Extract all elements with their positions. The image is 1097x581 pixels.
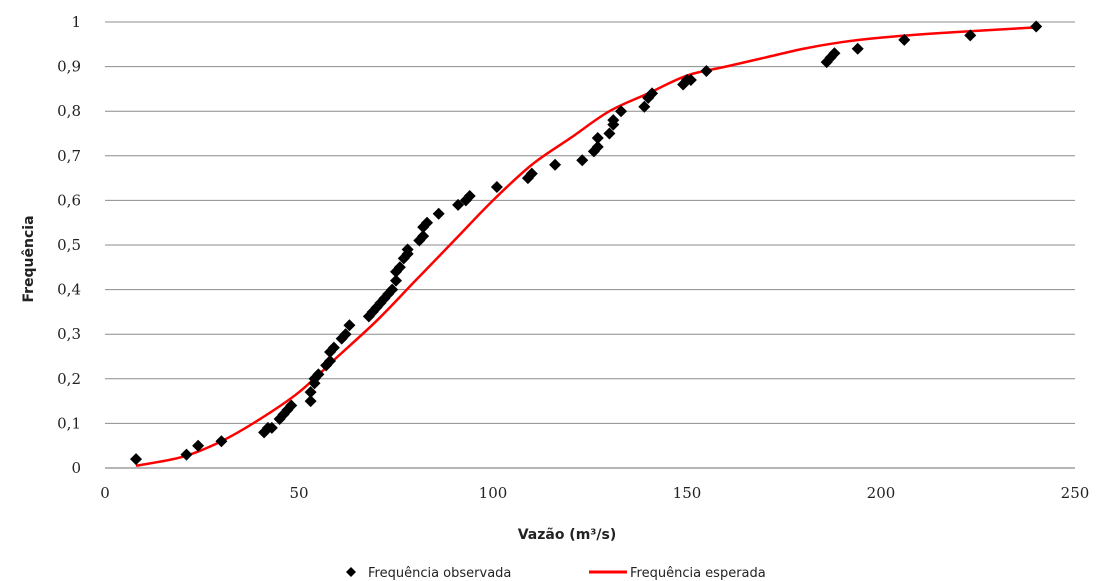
observed-point [638,100,651,113]
observed-point [386,283,399,296]
y-tick-label: 0,8 [57,102,81,120]
observed-point [327,341,340,354]
y-tick-label: 0,7 [57,147,81,165]
observed-point [684,73,697,86]
expected-frequency-line [135,26,1037,467]
observed-point [432,207,445,220]
observed-point [576,154,589,167]
observed-point [180,448,193,461]
observed-point [607,114,620,127]
x-axis-title: Vazão (m³/s) [518,527,617,543]
observed-point [591,131,604,144]
observed-point [851,42,864,55]
observed-point [463,189,476,202]
observed-point [393,261,406,274]
plot-series [130,20,1043,467]
x-tick-labels: 0 50 100 150 200 250 [100,484,1089,502]
legend-label-expected: Frequência esperada [630,566,766,581]
observed-point [285,399,298,412]
observed-point [1030,20,1043,33]
observed-point [828,47,841,60]
observed-point [964,29,977,42]
observed-point [417,230,430,243]
observed-point [898,33,911,46]
observed-point [324,354,337,367]
observed-point [339,328,352,341]
observed-point [215,435,228,448]
legend-marker-observed [346,567,356,577]
y-tick-label: 0,2 [57,370,81,388]
observed-point [700,65,713,78]
observed-point [452,198,465,211]
y-tick-label: 0,6 [57,191,81,209]
observed-point [591,140,604,153]
observed-point [525,167,538,180]
y-tick-label: 0 [71,459,81,477]
observed-point [421,216,434,229]
observed-point [192,439,205,452]
y-tick-label: 0,5 [57,236,81,254]
observed-point [265,421,278,434]
y-axis-title: Frequência [21,215,37,302]
observed-point [603,127,616,140]
observed-point [312,368,325,381]
observed-point [490,181,503,194]
legend-label-observed: Frequência observada [368,566,511,581]
observed-point [615,105,628,118]
gridlines [105,21,1075,424]
observed-point [130,453,143,466]
y-tick-label: 0,4 [57,281,81,299]
observed-point [401,243,414,256]
x-tick-label: 250 [1061,484,1090,502]
observed-point [646,87,659,100]
observed-point [304,386,317,399]
y-tick-labels: 0 0,1 0,2 0,3 0,4 0,5 0,6 0,7 0,8 0,9 1 [57,13,81,477]
x-tick-label: 100 [479,484,508,502]
observed-point [390,274,402,287]
legend: Frequência observada Frequência esperada [346,566,766,581]
y-tick-label: 0,3 [57,325,81,343]
x-tick-label: 0 [100,484,110,502]
observed-point [549,158,562,171]
observed-point [343,319,356,332]
x-tick-label: 150 [673,484,702,502]
y-tick-label: 0,9 [57,58,81,76]
x-tick-label: 50 [289,484,308,502]
y-tick-label: 1 [71,13,81,31]
y-tick-label: 0,1 [57,414,81,432]
observed-point [304,395,317,408]
x-tick-label: 200 [867,484,896,502]
